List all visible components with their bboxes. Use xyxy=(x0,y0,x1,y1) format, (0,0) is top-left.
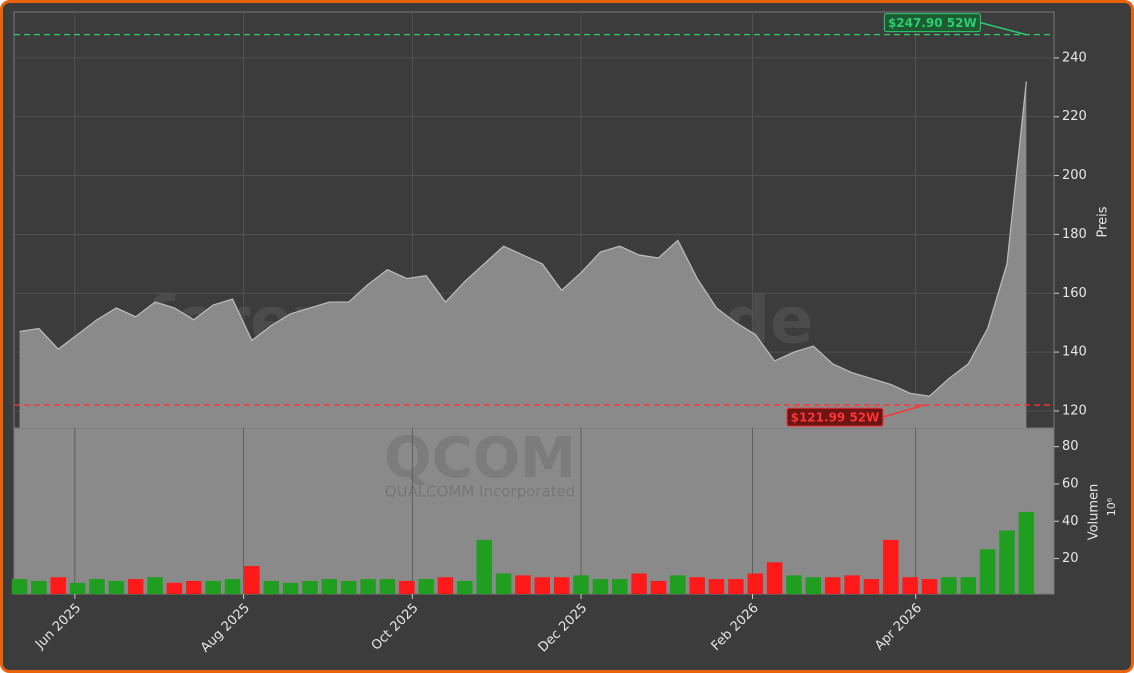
volume-bar xyxy=(786,575,802,594)
volume-bar xyxy=(457,580,473,594)
y-tick-label: 120 xyxy=(1062,403,1087,418)
volume-bar xyxy=(844,575,860,594)
volume-bar xyxy=(476,539,492,594)
volume-bar xyxy=(205,580,221,594)
volume-bar xyxy=(573,575,589,594)
volume-bar xyxy=(883,539,899,594)
volume-bar xyxy=(321,579,338,594)
y-axis-label: Preis xyxy=(1096,206,1111,237)
y-tick-label: 220 xyxy=(1062,109,1087,124)
volume-bar xyxy=(69,582,86,594)
volume-bar xyxy=(263,580,279,594)
y-tick-label: 80 xyxy=(1062,439,1079,454)
volume-bar xyxy=(127,579,144,594)
y-tick-label: 40 xyxy=(1062,514,1079,529)
volume-bar xyxy=(631,573,647,594)
annotation-arrow xyxy=(980,21,1027,36)
y-tick-label: 140 xyxy=(1062,345,1087,360)
volume-bar xyxy=(108,580,125,594)
y-tick-label: 60 xyxy=(1062,476,1079,491)
volume-bar xyxy=(244,566,260,594)
volume-axis-label: Volumen xyxy=(1087,484,1102,541)
annotation-arrow xyxy=(882,404,925,418)
volume-bar xyxy=(766,562,783,594)
volume-bar xyxy=(360,579,376,594)
volume-bar xyxy=(921,579,938,594)
volume-bar xyxy=(805,577,822,594)
watermark-company: QUALCOMM Incorporated xyxy=(385,483,576,501)
volume-bar xyxy=(979,549,996,594)
annotation-label: $247.90 52W xyxy=(888,16,977,30)
volume-bar xyxy=(302,580,318,594)
volume-bar xyxy=(11,579,28,594)
annotation-label: $121.99 52W xyxy=(791,411,880,425)
volume-bar xyxy=(708,579,725,594)
volume-bar xyxy=(418,579,434,594)
volume-bar xyxy=(437,577,454,594)
volume-bar xyxy=(747,573,764,594)
volume-bar xyxy=(612,579,628,594)
volume-bar xyxy=(534,577,551,594)
volume-bar xyxy=(224,579,241,594)
volume-bar xyxy=(650,580,667,594)
volume-bar xyxy=(515,575,531,594)
price-line xyxy=(19,81,1027,397)
volume-unit: 10⁶ xyxy=(1105,497,1118,516)
volume-bar xyxy=(147,577,163,594)
volume-bar xyxy=(728,579,744,594)
volume-bar xyxy=(31,580,47,594)
volume-bar xyxy=(999,530,1015,594)
volume-bar xyxy=(863,579,880,594)
volume-bar xyxy=(340,580,357,594)
volume-bar xyxy=(282,582,299,594)
volume-bar xyxy=(399,580,415,594)
volume-bar xyxy=(670,575,686,594)
y-tick-label: 160 xyxy=(1062,286,1087,301)
volume-bar xyxy=(553,577,570,594)
watermark-symbol: QCOM xyxy=(384,426,576,491)
volume-bar xyxy=(941,577,957,594)
volume-bar xyxy=(592,579,609,594)
volume-bar xyxy=(379,579,396,594)
price-area xyxy=(19,81,1027,428)
annotation-box xyxy=(883,13,981,33)
volume-bar xyxy=(824,577,841,594)
volume-bar xyxy=(89,579,105,594)
volume-bar xyxy=(960,577,976,594)
volume-bar xyxy=(689,577,705,594)
volume-bar xyxy=(186,580,202,594)
volume-bar xyxy=(50,577,66,594)
volume-bar xyxy=(902,577,918,594)
y-tick-label: 180 xyxy=(1062,227,1087,242)
volume-bar xyxy=(1018,511,1035,594)
y-tick-label: 20 xyxy=(1062,551,1079,566)
y-tick-label: 200 xyxy=(1062,168,1087,183)
volume-bar xyxy=(166,582,183,594)
volume-bar xyxy=(495,573,512,594)
y-tick-label: 240 xyxy=(1062,50,1087,65)
annotation-box xyxy=(786,407,884,427)
